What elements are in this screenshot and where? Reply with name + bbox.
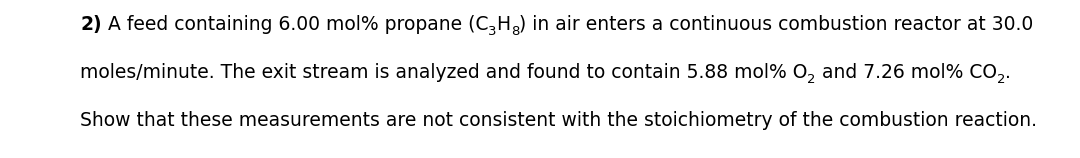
Text: 2): 2) bbox=[80, 15, 102, 34]
Text: 2: 2 bbox=[997, 73, 1005, 86]
Text: 3: 3 bbox=[488, 25, 497, 38]
Text: A feed containing 6.00 mol% propane (C: A feed containing 6.00 mol% propane (C bbox=[102, 15, 488, 34]
Text: moles/minute. The exit stream is analyzed and found to contain 5.88 mol% O: moles/minute. The exit stream is analyze… bbox=[80, 63, 808, 82]
Text: ) in air enters a continuous combustion reactor at 30.0: ) in air enters a continuous combustion … bbox=[519, 15, 1034, 34]
Text: H: H bbox=[497, 15, 511, 34]
Text: Show that these measurements are not consistent with the stoichiometry of the co: Show that these measurements are not con… bbox=[80, 111, 1037, 130]
Text: 8: 8 bbox=[511, 25, 519, 38]
Text: .: . bbox=[1005, 63, 1011, 82]
Text: 2: 2 bbox=[808, 73, 815, 86]
Text: and 7.26 mol% CO: and 7.26 mol% CO bbox=[815, 63, 997, 82]
